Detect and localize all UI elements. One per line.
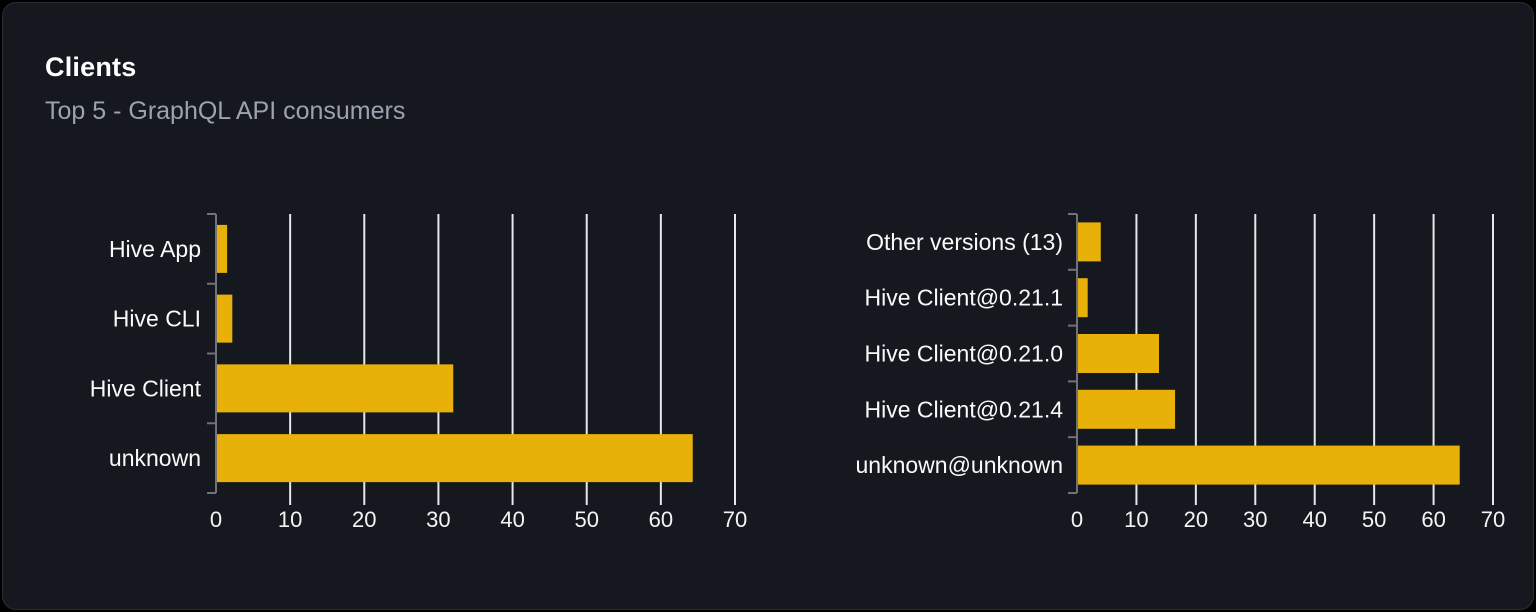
- bar: [217, 434, 693, 483]
- x-tick-label: 0: [1071, 507, 1083, 532]
- clients-by-version-chart: 0 10 20 30 40 50 60 70 Other versions (13) Hive C…: [833, 201, 1536, 546]
- bar: [217, 224, 228, 273]
- x-tick-label: 40: [500, 507, 524, 532]
- x-tick-label: 30: [1243, 507, 1267, 532]
- x-tick-label: 50: [1362, 507, 1386, 532]
- clients-by-version-svg: 0 10 20 30 40 50 60 70 Other versions (13) Hive C…: [856, 213, 1505, 532]
- x-tick-label: 50: [574, 507, 598, 532]
- x-tick-label: 70: [723, 507, 747, 532]
- category-label: Hive Client@0.21.4: [865, 396, 1064, 422]
- x-tick-label: 10: [278, 507, 302, 532]
- bar: [217, 364, 454, 413]
- category-label: Hive CLI: [113, 306, 201, 332]
- category-label: Other versions (13): [866, 229, 1063, 255]
- category-label: Hive Client@0.21.1: [865, 285, 1064, 311]
- category-label: Hive Client@0.21.0: [865, 341, 1064, 367]
- category-label: unknown@unknown: [856, 452, 1063, 478]
- x-tick-label: 20: [1184, 507, 1208, 532]
- x-tick-label: 70: [1481, 507, 1505, 532]
- bar: [217, 294, 233, 343]
- x-tick-label: 10: [1124, 507, 1148, 532]
- category-label: Hive App: [109, 236, 201, 262]
- category-label: unknown: [109, 445, 201, 471]
- clients-by-name-svg: 0 10 20 30 40 50 60 70 Hive App Hive CLI Hive Clie…: [90, 213, 747, 532]
- bar: [1078, 334, 1160, 373]
- x-tick-label: 40: [1302, 507, 1326, 532]
- bar: [1078, 222, 1101, 262]
- category-label: Hive Client: [90, 375, 202, 401]
- x-tick-label: 30: [426, 507, 450, 532]
- card-title: Clients: [45, 52, 137, 82]
- x-tick-label: 0: [210, 507, 222, 532]
- x-tick-label: 20: [352, 507, 376, 532]
- bar: [1078, 389, 1176, 429]
- bar: [1078, 278, 1088, 318]
- bar: [1078, 445, 1460, 485]
- clients-by-name-chart: 0 10 20 30 40 50 60 70 Hive App Hive CLI Hive Clie…: [43, 201, 813, 546]
- x-tick-label: 60: [649, 507, 673, 532]
- x-tick-label: 60: [1421, 507, 1445, 532]
- card-subtitle: Top 5 - GraphQL API consumers: [45, 97, 406, 125]
